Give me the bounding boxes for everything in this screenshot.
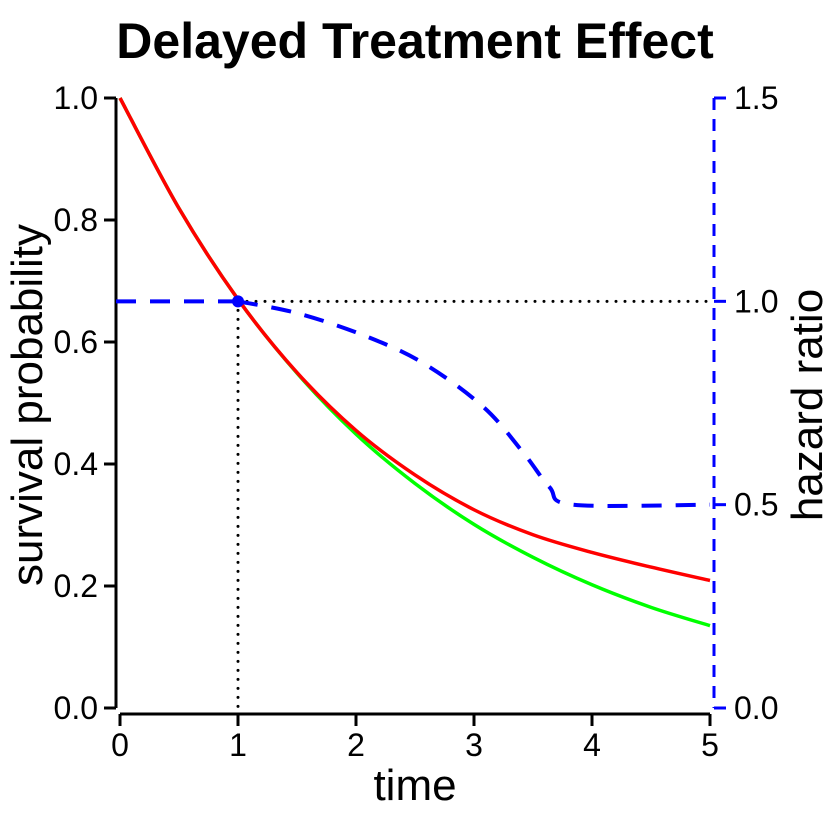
x-tick-label: 4: [583, 727, 601, 763]
y-tick-label: 0.0: [54, 690, 98, 726]
series-line-control: [118, 97, 711, 628]
x-axis-label: time: [373, 761, 456, 810]
x-tick-label: 5: [701, 727, 719, 763]
x-tick-label: 1: [229, 727, 247, 763]
y-tick-label: 0.4: [54, 446, 98, 482]
x-tick-label: 3: [465, 727, 483, 763]
x-tick-label: 0: [111, 727, 129, 763]
y-tick-label: 1.0: [54, 80, 98, 116]
y2-tick-label: 0.0: [734, 690, 778, 726]
y2-tick-label: 1.5: [734, 80, 778, 116]
series-line-hazard_ratio: [237, 299, 711, 508]
axes: 0.0 0.2 0.4 0.6 0.8 1.0 0 1 2 3 4 5 0.0 0.5 1.0 1.5: [54, 80, 779, 763]
y-tick-label: 0.2: [54, 568, 98, 604]
y-axis-label: survival probability: [3, 224, 52, 586]
series-line-treatment: [118, 97, 711, 583]
y-tick-label: 0.8: [54, 202, 98, 238]
plot-area: [116, 97, 716, 716]
y2-tick-label: 1.0: [734, 283, 778, 319]
delay-point-marker: [232, 295, 244, 308]
y-tick-label: 0.6: [54, 324, 98, 360]
y2-axis-label: hazard ratio: [783, 289, 830, 521]
chart-title: Delayed Treatment Effect: [116, 13, 714, 69]
x-tick-label: 2: [347, 727, 365, 763]
y2-tick-label: 0.5: [734, 487, 778, 523]
